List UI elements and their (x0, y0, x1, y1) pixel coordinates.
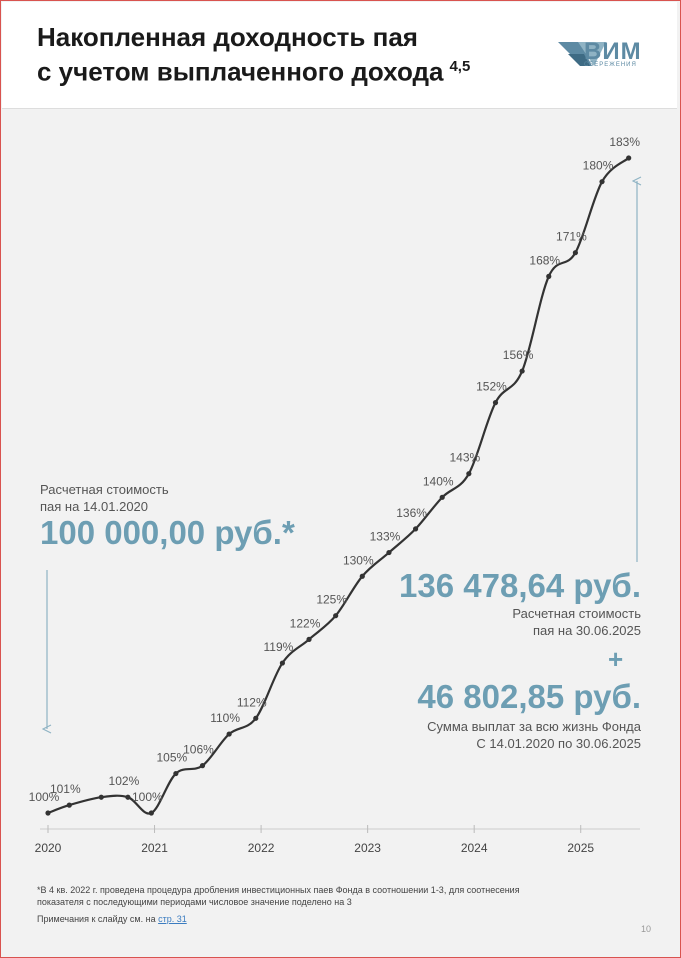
data-point (626, 155, 632, 161)
payouts-label: Сумма выплат за всю жизнь Фонда С 14.01.… (427, 718, 641, 752)
plus-sign: + (608, 644, 624, 674)
data-label: 130% (343, 553, 374, 567)
current-label-line-1: Расчетная стоимость (512, 606, 641, 621)
data-point (45, 810, 51, 816)
data-point (148, 810, 154, 816)
data-label: 136% (396, 506, 427, 520)
data-point (412, 526, 419, 532)
current-value-label: Расчетная стоимость пая на 30.06.2025 (512, 605, 641, 639)
data-label: 168% (529, 253, 560, 267)
slide-notes-link[interactable]: стр. 31 (158, 914, 187, 924)
data-point (546, 273, 552, 279)
data-point (439, 494, 445, 500)
data-point (306, 636, 312, 642)
current-label-line-2: пая на 30.06.2025 (532, 623, 641, 638)
start-value-label: Расчетная стоимость пая на 14.01.2020 (40, 481, 169, 515)
data-point (359, 573, 365, 579)
data-label: 105% (157, 751, 188, 765)
data-point (599, 179, 605, 185)
data-label: 110% (210, 711, 240, 725)
data-label: 183% (609, 135, 640, 149)
x-tick-label: 2025 (567, 841, 594, 855)
title-line-1: Накопленная доходность пая (37, 22, 418, 52)
page-title: Накопленная доходность пая с учетом выпл… (37, 22, 470, 87)
data-label: 140% (423, 474, 454, 488)
data-point (492, 400, 499, 406)
title-footnote-ref: 4,5 (449, 58, 471, 75)
data-point (386, 549, 392, 556)
current-value: 136 478,64 руб. (399, 567, 641, 604)
data-label: 152% (476, 380, 507, 394)
slide-notes-text: Примечания к слайду см. на (37, 914, 159, 924)
footnote: *В 4 кв. 2022 г. проведена процедура дро… (37, 885, 520, 907)
data-label: 119% (263, 640, 293, 654)
data-label: 180% (583, 159, 614, 173)
data-label: 112% (237, 695, 267, 709)
data-point (466, 471, 472, 477)
data-point (125, 794, 131, 800)
data-label: 125% (316, 593, 347, 607)
payouts-value: 46 802,85 руб. (417, 678, 641, 715)
data-label: 133% (370, 530, 401, 544)
data-label: 101% (50, 782, 81, 796)
start-label-line-1: Расчетная стоимость (40, 482, 169, 497)
payouts-label-line-1: Сумма выплат за всю жизнь Фонда (427, 719, 641, 734)
data-point (98, 794, 104, 800)
start-label-line-2: пая на 14.01.2020 (40, 499, 149, 514)
data-label: 143% (450, 451, 481, 465)
header (2, 2, 677, 109)
data-point (279, 660, 285, 666)
data-label: 100% (132, 790, 163, 804)
data-point (199, 763, 206, 769)
data-label: 100% (29, 790, 60, 804)
data-label: 156% (503, 348, 534, 362)
logo-text: ВИМ (584, 38, 642, 65)
data-label: 106% (183, 743, 214, 757)
logo-subtitle: СБЕРЕЖЕНИЯ (584, 62, 637, 68)
data-point (519, 368, 525, 374)
x-tick-label: 2020 (35, 841, 62, 855)
logo-mark-icon (558, 42, 606, 66)
data-label: 122% (290, 616, 321, 630)
x-tick-label: 2022 (248, 841, 275, 855)
start-value: 100 000,00 руб.* (40, 514, 295, 551)
slide-notes: Примечания к слайду см. на стр. 31 (37, 914, 187, 924)
series-line (47, 157, 630, 815)
data-point (572, 250, 579, 256)
x-tick-label: 2021 (141, 841, 168, 855)
title-line-2: с учетом выплаченного дохода (37, 56, 444, 87)
payouts-label-line-2: С 14.01.2020 по 30.06.2025 (476, 736, 641, 751)
x-tick-label: 2024 (461, 841, 488, 855)
x-tick-label: 2023 (354, 841, 381, 855)
data-label: 171% (556, 230, 587, 244)
data-label: 102% (109, 774, 140, 788)
data-point (173, 770, 179, 777)
data-point (253, 715, 259, 721)
data-point (333, 613, 339, 619)
data-point (226, 731, 232, 737)
page-number: 10 (641, 924, 652, 934)
data-point (66, 802, 72, 808)
